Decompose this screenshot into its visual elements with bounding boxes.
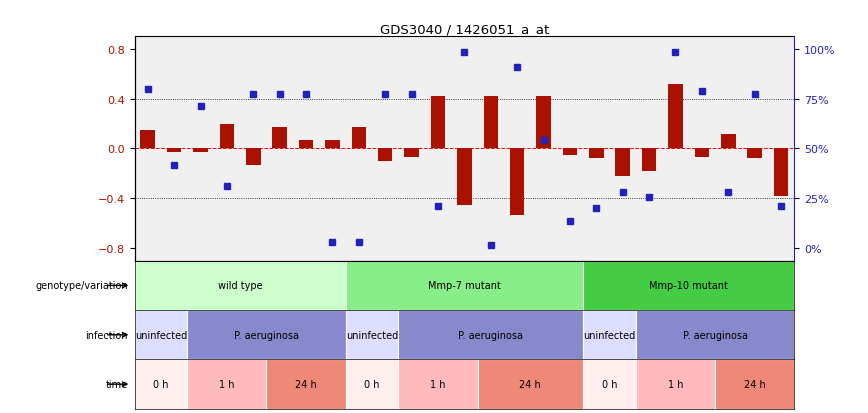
Bar	[326, 140, 339, 149]
Bar	[773, 149, 788, 197]
Text: 1 h: 1 h	[431, 379, 446, 389]
Bar	[715, 360, 794, 409]
Bar	[641, 149, 656, 171]
Bar	[583, 261, 794, 310]
Bar	[378, 149, 392, 161]
Bar	[398, 310, 583, 360]
Bar	[266, 360, 345, 409]
Text: genotype/variation: genotype/variation	[36, 281, 128, 291]
Bar	[636, 310, 794, 360]
Bar	[299, 140, 313, 149]
Bar	[562, 149, 577, 155]
Bar	[583, 360, 636, 409]
Text: Mmp-7 mutant: Mmp-7 mutant	[428, 281, 501, 291]
Bar	[404, 149, 419, 158]
Bar	[583, 310, 636, 360]
Bar	[273, 128, 287, 149]
Text: 0 h: 0 h	[602, 379, 617, 389]
Bar	[636, 360, 715, 409]
Text: time: time	[106, 379, 128, 389]
Bar	[431, 97, 445, 149]
Bar	[483, 97, 498, 149]
Text: P. aeruginosa: P. aeruginosa	[458, 330, 523, 340]
Bar	[536, 97, 551, 149]
Text: Mmp-10 mutant: Mmp-10 mutant	[649, 281, 728, 291]
Bar	[135, 310, 187, 360]
Text: 0 h: 0 h	[153, 379, 168, 389]
Bar	[187, 360, 266, 409]
Text: 0 h: 0 h	[365, 379, 380, 389]
Text: P. aeruginosa: P. aeruginosa	[682, 330, 747, 340]
Bar	[141, 131, 155, 149]
Text: uninfected: uninfected	[583, 330, 635, 340]
Bar	[398, 360, 477, 409]
Bar	[457, 149, 471, 205]
Text: 24 h: 24 h	[519, 379, 542, 389]
Text: wild type: wild type	[218, 281, 262, 291]
Bar	[135, 360, 187, 409]
Bar	[352, 128, 366, 149]
Text: 1 h: 1 h	[667, 379, 683, 389]
Bar	[668, 84, 683, 149]
Bar	[589, 149, 603, 159]
Text: 24 h: 24 h	[295, 379, 317, 389]
Bar	[477, 360, 583, 409]
Text: 1 h: 1 h	[219, 379, 234, 389]
Bar	[694, 149, 709, 158]
Title: GDS3040 / 1426051_a_at: GDS3040 / 1426051_a_at	[380, 23, 549, 36]
Text: uninfected: uninfected	[135, 330, 187, 340]
Bar	[345, 310, 398, 360]
Bar	[721, 134, 735, 149]
Bar	[747, 149, 762, 159]
Bar	[135, 261, 345, 310]
Bar	[167, 149, 181, 153]
Bar	[220, 124, 234, 149]
Bar	[615, 149, 630, 176]
Bar	[345, 261, 583, 310]
Text: P. aeruginosa: P. aeruginosa	[234, 330, 299, 340]
Text: uninfected: uninfected	[346, 330, 398, 340]
Text: 24 h: 24 h	[744, 379, 766, 389]
Bar	[510, 149, 524, 215]
Text: infection: infection	[85, 330, 128, 340]
Bar	[345, 360, 398, 409]
Bar	[194, 149, 207, 153]
Bar	[246, 149, 260, 165]
Bar	[187, 310, 345, 360]
